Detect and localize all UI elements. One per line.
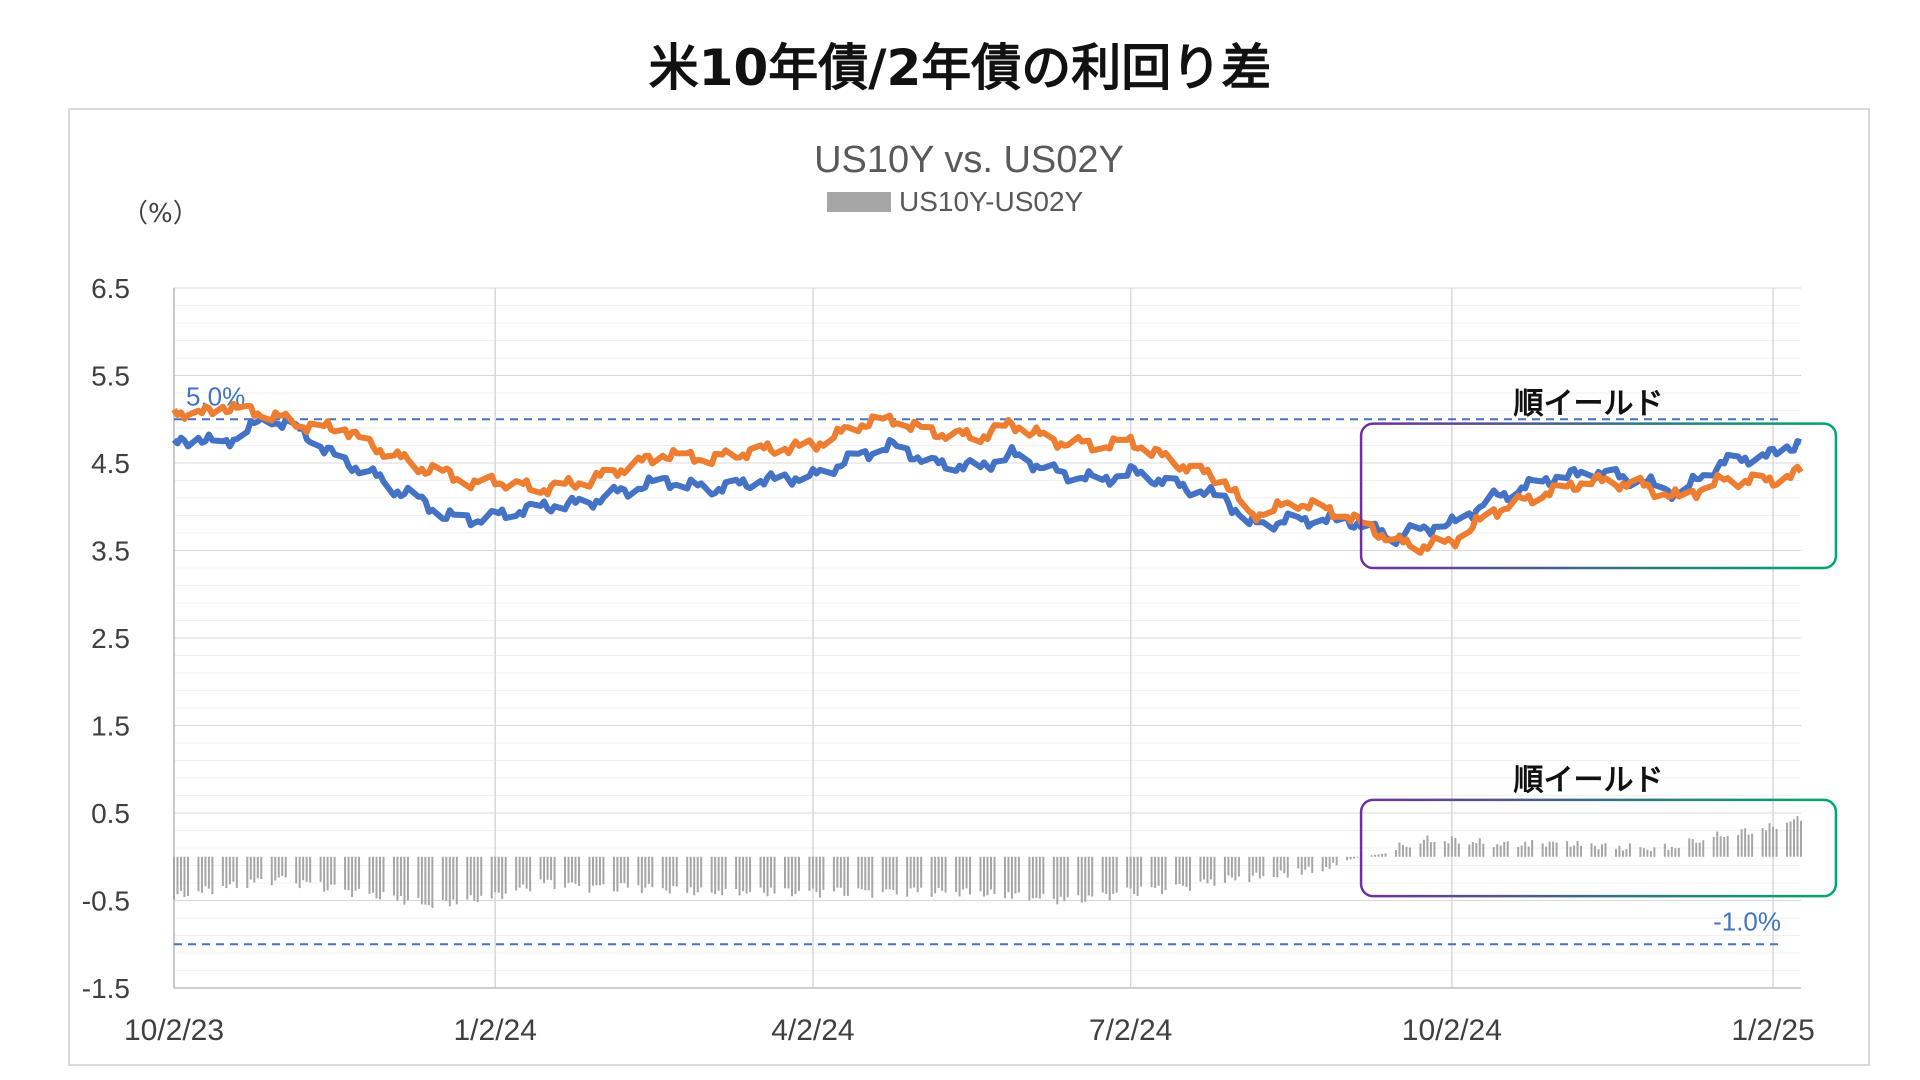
y-tick-label: 5.5 — [91, 361, 130, 392]
axis-labels: 6.5 5.5 4.5 3.5 2.5 1.5 0.5 -0.5 -1.5 10/2/23 1/2/… — [82, 273, 1815, 1047]
legend-label: US10Y-US02Y — [899, 186, 1084, 217]
x-tick-label: 10/2/23 — [124, 1014, 224, 1047]
chart-title: US10Y vs. US02Y — [814, 139, 1124, 181]
series-line-us10y — [171, 415, 1802, 548]
annotation-box — [1359, 798, 1838, 898]
legend-swatch — [827, 192, 891, 212]
series-lines — [171, 400, 1804, 556]
y-tick-label: -0.5 — [82, 886, 130, 917]
y-axis-unit: （%） — [122, 199, 199, 229]
annotation-label: 順イールド — [1513, 763, 1663, 798]
y-tick-label: 4.5 — [91, 448, 130, 479]
x-tick-label: 7/2/24 — [1089, 1014, 1172, 1047]
y-tick-label: 2.5 — [91, 623, 130, 654]
y-tick-label: 3.5 — [91, 536, 130, 567]
series-line-us02y — [171, 400, 1804, 556]
spread-bars — [173, 816, 1802, 909]
reference-label: -1.0% — [1713, 906, 1781, 936]
y-tick-label: -1.5 — [82, 973, 130, 1004]
x-tick-label: 10/2/24 — [1402, 1014, 1502, 1047]
x-tick-label: 1/2/25 — [1731, 1014, 1814, 1047]
annotation-box — [1359, 422, 1838, 570]
chart-plot: 5.0%-1.0% 6.5 5.5 4.5 3.5 2.5 1.5 0.5 -0.5 -1.5 1… — [82, 139, 1838, 1047]
chart-frame: 5.0% -1.0% 6.5 5.5 4.5 3.5 2.5 1.5 0.5 -0.5 -1.5 1… — [68, 108, 1870, 1066]
annotation-label: 順イールド — [1513, 387, 1663, 422]
y-tick-label: 1.5 — [91, 711, 130, 742]
reference-lines: 5.0%-1.0% — [174, 381, 1781, 946]
page-title: 米10年債/2年債の利回り差 — [648, 39, 1272, 97]
x-tick-label: 1/2/24 — [453, 1014, 536, 1047]
x-tick-label: 4/2/24 — [771, 1014, 854, 1047]
y-tick-label: 0.5 — [91, 798, 130, 829]
grid-layer — [173, 287, 1801, 989]
y-tick-label: 6.5 — [91, 273, 130, 304]
